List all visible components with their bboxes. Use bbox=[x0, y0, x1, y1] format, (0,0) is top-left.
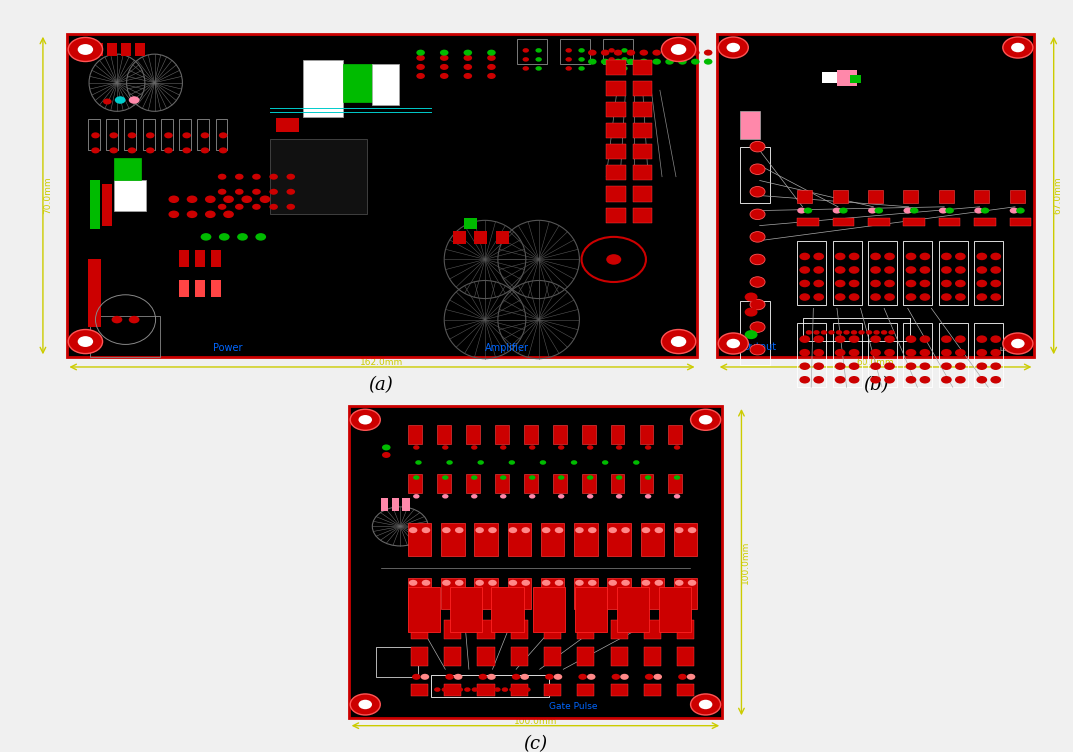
Text: (c): (c) bbox=[524, 735, 547, 752]
Text: Power: Power bbox=[212, 343, 242, 353]
Text: Gate Pulse: Gate Pulse bbox=[548, 702, 597, 711]
Text: 60.0mm: 60.0mm bbox=[856, 358, 895, 367]
Text: 162.0mm: 162.0mm bbox=[361, 358, 403, 367]
Text: Output: Output bbox=[743, 342, 777, 353]
Text: (a): (a) bbox=[368, 376, 394, 394]
Text: LCF06+: LCF06+ bbox=[999, 347, 1024, 352]
Text: 100.0mm: 100.0mm bbox=[514, 717, 557, 726]
Text: 100.0mm: 100.0mm bbox=[741, 541, 750, 584]
Text: Amplifier: Amplifier bbox=[484, 343, 529, 353]
Text: 67.0mm: 67.0mm bbox=[1054, 177, 1062, 214]
Text: 70.0mm: 70.0mm bbox=[43, 177, 52, 214]
Text: (b): (b) bbox=[863, 376, 888, 394]
